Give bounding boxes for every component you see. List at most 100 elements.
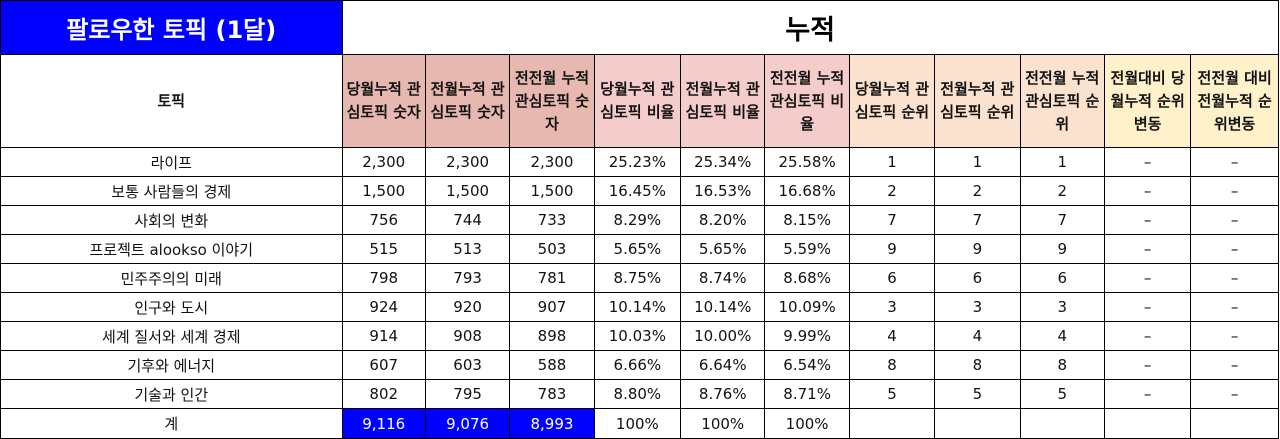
cell-prev-ratio: 10.00% <box>680 321 766 351</box>
cell-change2: – <box>1190 234 1279 264</box>
cell-cur-count: 756 <box>341 205 426 235</box>
column-header-change1: 전월대비 당월누적 순위변동 <box>1103 54 1192 148</box>
cell-prev-ratio: 8.76% <box>680 379 766 409</box>
cell-change1: – <box>1103 176 1192 206</box>
cell-topic: 라이프 <box>0 147 343 177</box>
cell-change2: – <box>1190 292 1279 322</box>
cell-cur-ratio: 16.45% <box>593 176 682 206</box>
cell-cur-ratio: 5.65% <box>593 234 682 264</box>
cell-change2: – <box>1190 176 1279 206</box>
cell-prev2-count: 503 <box>509 234 595 264</box>
cell-prev2-count: 781 <box>509 263 595 293</box>
cell-cur-count: 802 <box>341 379 426 409</box>
cell-prev-rank: 5 <box>934 379 1021 409</box>
table-row: 사회의 변화 756 744 733 8.29% 8.20% 8.15% 7 7 7– – <box>0 205 1279 235</box>
cell-cur-rank: 9 <box>848 234 936 264</box>
banner-title: 팔로우한 토픽 (1달) <box>0 0 343 55</box>
cell-prev2-ratio: 9.99% <box>764 321 850 351</box>
total-label: 계 <box>0 408 343 439</box>
cell-change1: – <box>1103 234 1192 264</box>
column-header-cur-rank: 당월누적 관심토픽 순위 <box>848 54 936 148</box>
total-change1 <box>1103 408 1192 439</box>
cell-prev2-count: 783 <box>509 379 595 409</box>
cell-prev2-count: 907 <box>509 292 595 322</box>
cell-prev-count: 795 <box>424 379 511 409</box>
table-row: 기술과 인간 802 795 783 8.80% 8.76% 8.71% 5 5 5– – <box>0 379 1279 409</box>
cell-change1: – <box>1103 147 1192 177</box>
cell-prev2-count: 588 <box>509 350 595 380</box>
cell-prev2-rank: 8 <box>1019 350 1105 380</box>
cell-prev2-ratio: 16.68% <box>764 176 850 206</box>
cell-cur-rank: 7 <box>848 205 936 235</box>
cell-cur-count: 2,300 <box>341 147 426 177</box>
table-row: 인구와 도시 924 920 907 10.14% 10.14% 10.09% 3 3 3– – <box>0 292 1279 322</box>
cell-prev-rank: 3 <box>934 292 1021 322</box>
cell-prev2-rank: 7 <box>1019 205 1105 235</box>
column-header-prev2-rank: 전전월 누적 관심토픽 순위 <box>1019 54 1105 148</box>
table-row: 기후와 에너지 607 603 588 6.66% 6.64% 6.54% 8 8 8– – <box>0 350 1279 380</box>
cell-prev-ratio: 6.64% <box>680 350 766 380</box>
cell-prev-ratio: 5.65% <box>680 234 766 264</box>
header-row: 토픽 당월누적 관심토픽 숫자 전월누적 관심토픽 숫자 전전월 누적 관심토픽 숫자… <box>0 54 1279 148</box>
cell-topic: 기후와 에너지 <box>0 350 343 380</box>
cell-prev2-ratio: 8.68% <box>764 263 850 293</box>
cell-prev-rank: 4 <box>934 321 1021 351</box>
cell-change2: – <box>1190 321 1279 351</box>
cell-prev2-ratio: 8.71% <box>764 379 850 409</box>
cell-prev-rank: 2 <box>934 176 1021 206</box>
cell-cur-rank: 2 <box>848 176 936 206</box>
table-row: 보통 사람들의 경제 1,500 1,500 1,500 16.45% 16.53% 16.… <box>0 176 1279 206</box>
cell-cur-ratio: 25.23% <box>593 147 682 177</box>
cell-change1: – <box>1103 292 1192 322</box>
cell-topic: 기술과 인간 <box>0 379 343 409</box>
cell-change2: – <box>1190 263 1279 293</box>
cell-prev-count: 2,300 <box>424 147 511 177</box>
cell-change2: – <box>1190 147 1279 177</box>
cell-prev2-rank: 5 <box>1019 379 1105 409</box>
column-header-prev-ratio: 전월누적 관심토픽 비율 <box>680 54 766 148</box>
cell-topic: 보통 사람들의 경제 <box>0 176 343 206</box>
column-header-cur-ratio: 당월누적 관심토픽 비율 <box>593 54 682 148</box>
cell-prev-rank: 8 <box>934 350 1021 380</box>
cell-prev2-count: 733 <box>509 205 595 235</box>
cell-cur-rank: 8 <box>848 350 936 380</box>
cell-topic: 인구와 도시 <box>0 292 343 322</box>
column-header-prev-count: 전월누적 관심토픽 숫자 <box>424 54 511 148</box>
cell-prev-rank: 9 <box>934 234 1021 264</box>
cell-cur-ratio: 6.66% <box>593 350 682 380</box>
total-cur-ratio: 100% <box>593 408 682 439</box>
cell-cur-rank: 3 <box>848 292 936 322</box>
cell-cur-count: 798 <box>341 263 426 293</box>
cell-prev-ratio: 16.53% <box>680 176 766 206</box>
cell-cur-count: 924 <box>341 292 426 322</box>
cell-prev2-rank: 9 <box>1019 234 1105 264</box>
total-prev2-ratio: 100% <box>764 408 850 439</box>
column-header-prev-rank: 전월누적 관심토픽 순위 <box>934 54 1021 148</box>
table-row: 라이프 2,300 2,300 2,300 25.23% 25.34% 25.58% 1 1 1–… <box>0 147 1279 177</box>
column-header-change2: 전전월 대비 전월누적 순위변동 <box>1190 54 1279 148</box>
cell-prev2-count: 1,500 <box>509 176 595 206</box>
cell-prev2-rank: 2 <box>1019 176 1105 206</box>
cell-prev-ratio: 25.34% <box>680 147 766 177</box>
cell-prev2-rank: 6 <box>1019 263 1105 293</box>
title-row: 팔로우한 토픽 (1달) 누적 <box>0 0 1280 55</box>
cell-cur-rank: 4 <box>848 321 936 351</box>
column-header-prev2-ratio: 전전월 누적 관심토픽 비율 <box>764 54 850 148</box>
table-row: 민주주의의 미래 798 793 781 8.75% 8.74% 8.68% 6 6 6– – <box>0 263 1279 293</box>
total-prev-count: 9,076 <box>424 408 511 439</box>
total-prev-rank <box>934 408 1021 439</box>
cell-cur-ratio: 8.80% <box>593 379 682 409</box>
cell-cur-rank: 6 <box>848 263 936 293</box>
cell-prev2-ratio: 25.58% <box>764 147 850 177</box>
column-header-topic: 토픽 <box>0 54 343 148</box>
cell-prev-rank: 7 <box>934 205 1021 235</box>
total-prev2-count: 8,993 <box>509 408 595 439</box>
cell-cur-ratio: 10.03% <box>593 321 682 351</box>
cell-topic: 프로젝트 alookso 이야기 <box>0 234 343 264</box>
cell-cur-ratio: 8.75% <box>593 263 682 293</box>
cell-prev-count: 744 <box>424 205 511 235</box>
cell-prev-count: 603 <box>424 350 511 380</box>
cell-cur-count: 914 <box>341 321 426 351</box>
cell-prev-count: 513 <box>424 234 511 264</box>
total-change2 <box>1190 408 1279 439</box>
